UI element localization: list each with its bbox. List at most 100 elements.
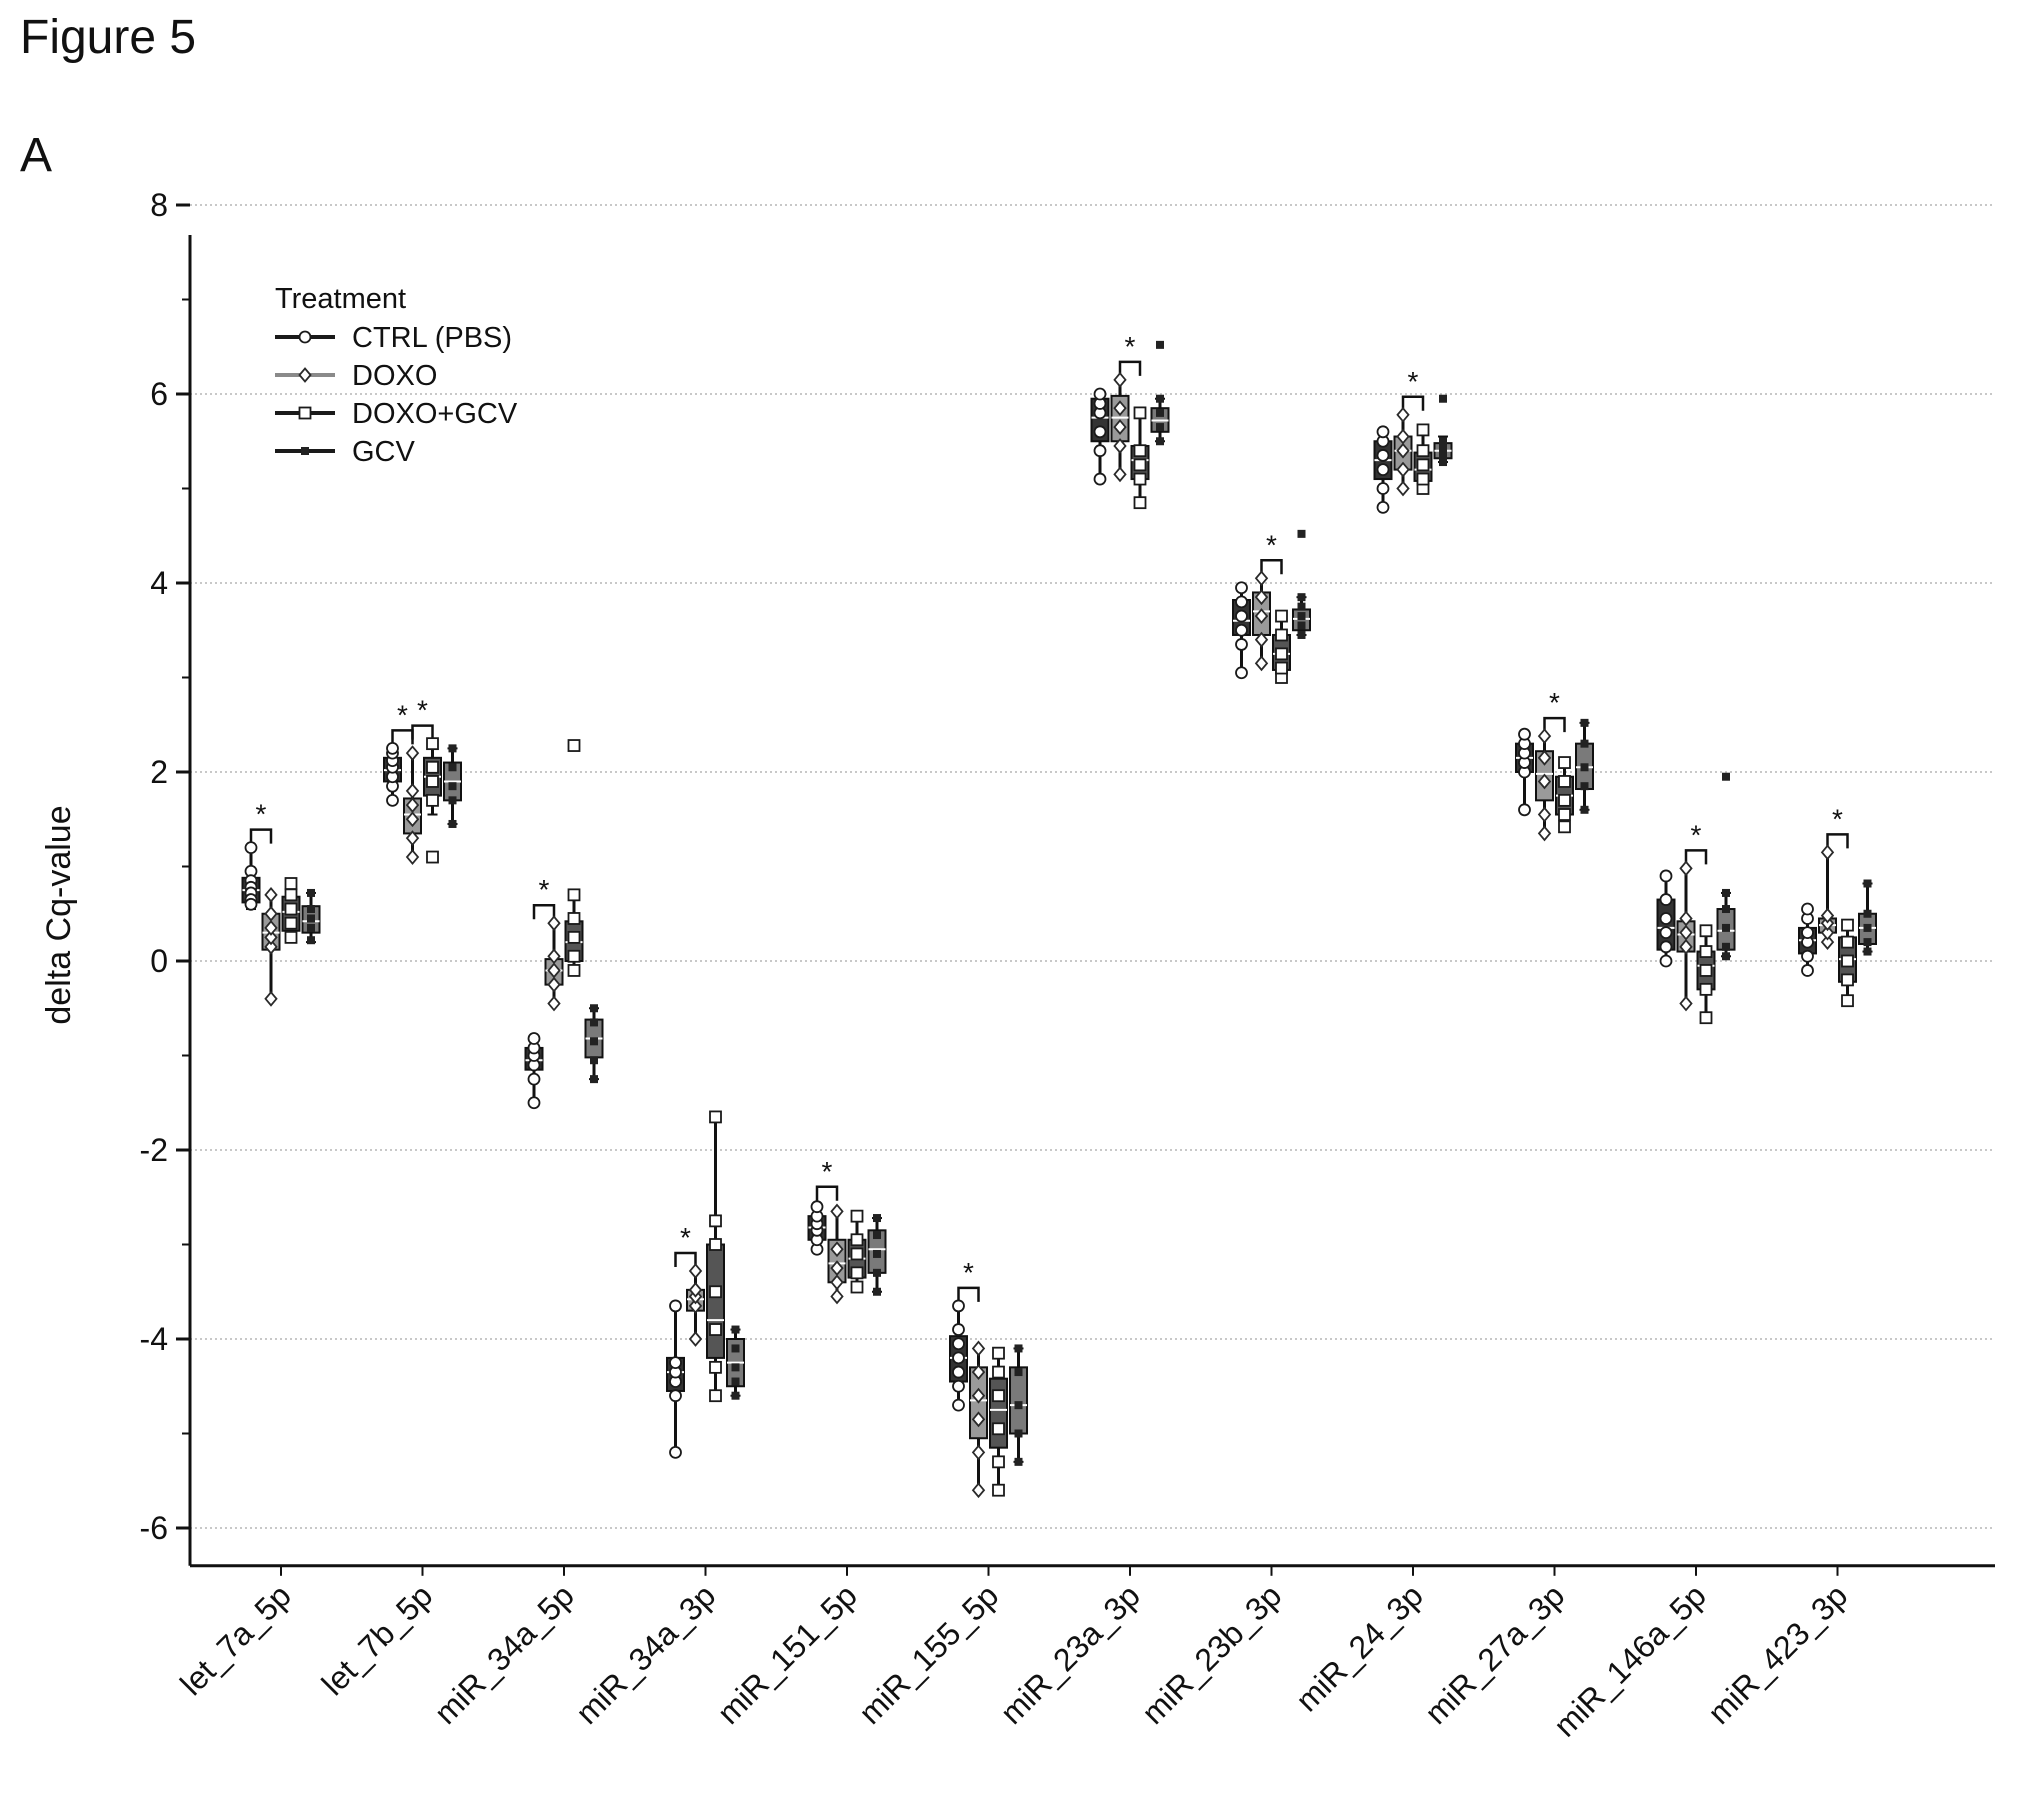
data-points: [244, 340, 1872, 1499]
data-point: [1801, 949, 1814, 963]
data-point: [830, 1288, 844, 1305]
data-point: [1801, 964, 1814, 977]
data-point: [1235, 638, 1248, 651]
data-point: [567, 949, 581, 963]
data-point: [1133, 472, 1147, 486]
data-point: [1235, 609, 1248, 623]
data-point: [1275, 628, 1288, 642]
data-point: [307, 936, 315, 945]
data-point: [1820, 907, 1835, 924]
data-point: [1254, 570, 1269, 587]
x-tick-label: miR_23b_3p: [1135, 1577, 1289, 1731]
data-point: [1558, 793, 1571, 807]
significance-star: *: [1832, 803, 1843, 834]
data-point: [567, 964, 581, 977]
data-point: [731, 1344, 740, 1353]
data-point: [1156, 394, 1164, 403]
data-point: [971, 1340, 986, 1357]
data-point: [873, 1287, 881, 1296]
data-point: [1537, 728, 1552, 744]
data-point: [669, 1299, 682, 1313]
y-tick-label: -4: [140, 1321, 168, 1357]
data-point: [307, 923, 315, 932]
data-point: [1558, 775, 1571, 788]
data-point: [405, 830, 420, 847]
data-point: [1439, 451, 1447, 460]
data-point: [1297, 529, 1306, 538]
y-tick-label: 0: [150, 943, 168, 979]
data-point: [405, 849, 420, 865]
gridlines: [190, 204, 1995, 1529]
data-point: [1580, 782, 1589, 791]
significance-bracket: [391, 729, 414, 745]
legend-marker: [301, 447, 309, 455]
data-point: [1235, 666, 1248, 680]
data-point: [1679, 938, 1693, 955]
data-point: [1254, 655, 1269, 672]
legend-entry-label: DOXO+GCV: [352, 398, 518, 430]
significance-star: *: [1266, 529, 1277, 560]
data-point: [448, 796, 457, 805]
box: [1009, 1366, 1028, 1435]
data-point: [1537, 806, 1552, 823]
data-point: [992, 1389, 1005, 1403]
data-point: [244, 841, 258, 854]
data-point: [1014, 1401, 1023, 1410]
data-point: [992, 1455, 1005, 1469]
data-point: [952, 1398, 965, 1412]
significance-bracket: [1401, 395, 1425, 411]
data-point: [1113, 438, 1127, 454]
data-point: [1396, 428, 1410, 445]
data-point: [688, 1331, 703, 1347]
legend-title: Treatment: [275, 283, 406, 315]
y-tick-label: 8: [150, 187, 168, 223]
data-point: [1093, 444, 1107, 458]
data-point: [547, 915, 561, 932]
data-point: [1156, 437, 1164, 446]
legend-entry-label: DOXO: [352, 360, 437, 392]
data-point: [264, 938, 278, 955]
data-point: [992, 1422, 1005, 1436]
data-point: [1841, 973, 1854, 987]
data-point: [426, 760, 439, 774]
data-point: [1722, 772, 1730, 781]
data-point: [405, 783, 420, 799]
data-point: [1439, 394, 1447, 403]
data-point: [1376, 482, 1390, 495]
data-point: [590, 1004, 598, 1013]
data-point: [284, 877, 298, 890]
data-point: [1722, 905, 1730, 914]
data-point: [850, 1266, 864, 1280]
data-point: [1014, 1344, 1023, 1353]
data-point: [1863, 909, 1872, 918]
significance-bracket: [1543, 716, 1566, 733]
data-point: [567, 912, 581, 925]
data-point: [952, 1323, 965, 1336]
data-point: [547, 962, 561, 979]
data-point: [1235, 581, 1248, 595]
data-point: [547, 995, 561, 1012]
data-point: [952, 1351, 965, 1365]
data-point: [264, 929, 278, 946]
significance-star: *: [1549, 687, 1560, 718]
data-point: [688, 1263, 703, 1279]
data-point: [1699, 964, 1713, 977]
data-point: [567, 888, 581, 902]
data-point: [709, 1360, 722, 1374]
data-point: [1863, 923, 1872, 932]
x-tick-label: let_7b_5p: [315, 1577, 440, 1702]
significance-bracket: [674, 1251, 697, 1267]
data-point: [810, 1200, 824, 1214]
x-tick-label: miR_155_5p: [852, 1577, 1006, 1731]
data-point: [527, 1096, 541, 1110]
data-point: [1254, 631, 1269, 648]
significance-bracket: [1260, 559, 1283, 575]
significance-star: *: [1408, 366, 1419, 397]
data-point: [1439, 444, 1447, 453]
data-point: [1235, 595, 1248, 609]
data-point: [1679, 860, 1693, 877]
data-point: [567, 930, 581, 944]
data-point: [952, 1365, 965, 1379]
data-point: [1537, 749, 1552, 766]
data-point: [1841, 994, 1854, 1008]
